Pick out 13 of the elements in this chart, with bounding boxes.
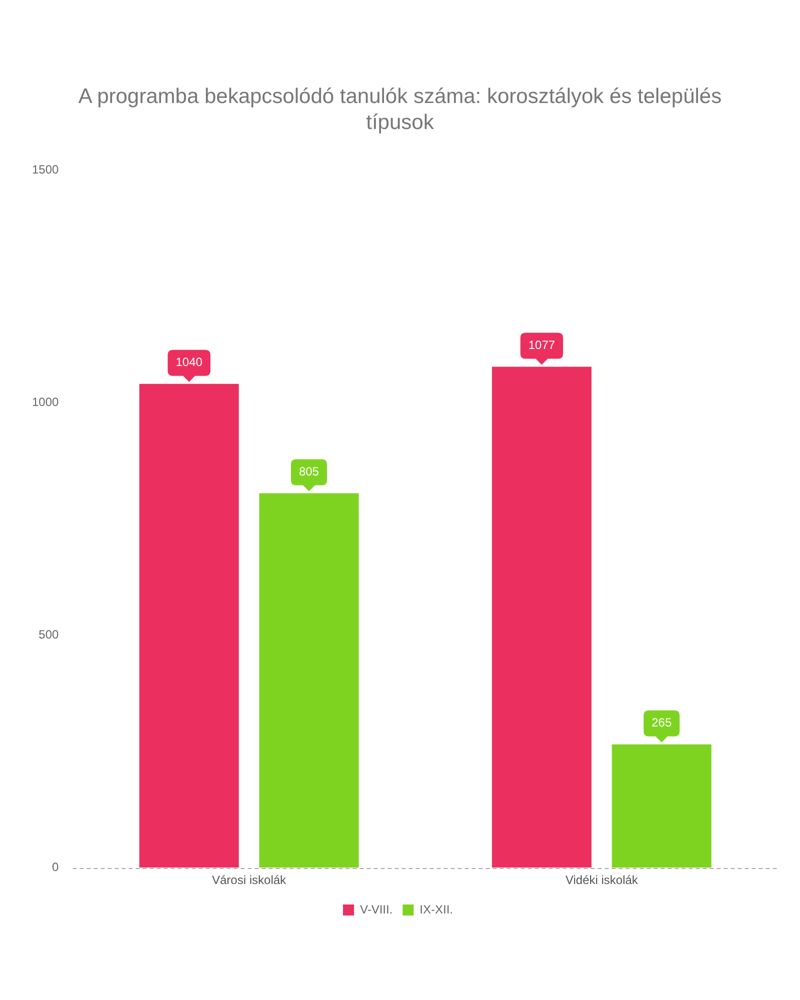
data-label: 1040 — [176, 355, 203, 370]
data-label: 805 — [298, 464, 320, 479]
x-tick-label: Városi iskolák — [212, 873, 288, 888]
x-tick-label: Vidéki iskolák — [565, 873, 639, 888]
y-tick-label: 500 — [38, 627, 60, 642]
y-tick-label: 1000 — [32, 394, 60, 409]
y-tick-label: 0 — [52, 860, 60, 874]
chart-title: A programba bekapcsolódó tanulók száma: korosztályok és település típusok — [77, 84, 723, 136]
data-label: 265 — [652, 716, 672, 730]
legend-label: V-VIII. — [360, 902, 393, 916]
data-label: 1077 — [528, 338, 556, 352]
legend-label: IX-XII. — [420, 902, 454, 916]
y-tick-label: 1500 — [32, 162, 60, 176]
